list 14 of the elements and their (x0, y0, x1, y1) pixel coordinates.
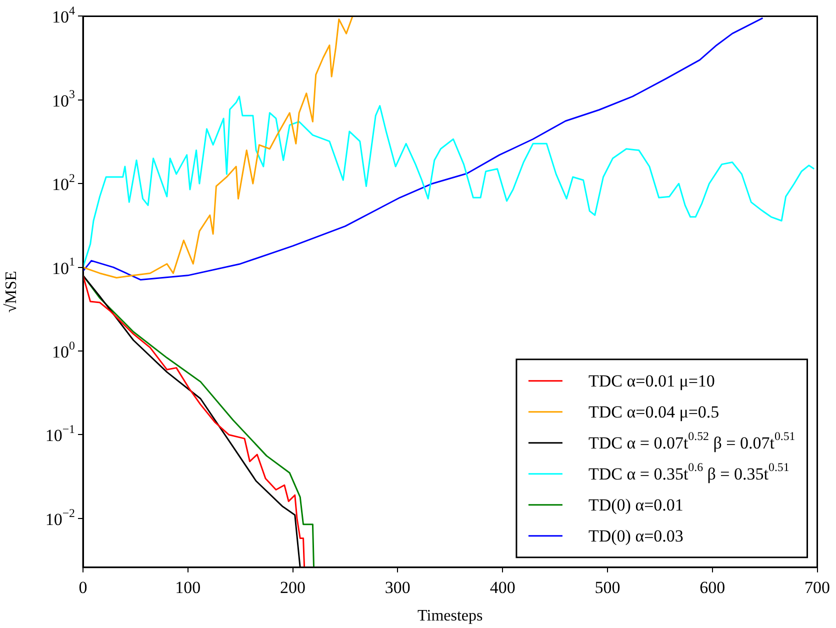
legend-label: TDC α=0.04 μ=0.5 (588, 402, 720, 422)
x-tick-label: 300 (384, 578, 410, 598)
x-axis-title: Timesteps (418, 608, 483, 625)
x-tick-label: 600 (700, 578, 726, 598)
x-tick-label: 100 (175, 578, 201, 598)
y-axis-title: √MSE (2, 270, 20, 313)
x-tick-label: 400 (490, 578, 516, 598)
legend-label: TDC α=0.01 μ=10 (588, 371, 715, 390)
legend-label: TD(0) α=0.01 (588, 495, 684, 514)
x-tick-label: 500 (594, 578, 620, 598)
x-tick-label: 700 (804, 578, 830, 598)
x-tick-label: 0 (78, 578, 88, 598)
legend-label: TD(0) α=0.03 (588, 526, 684, 546)
x-tick-label: 200 (280, 578, 306, 598)
